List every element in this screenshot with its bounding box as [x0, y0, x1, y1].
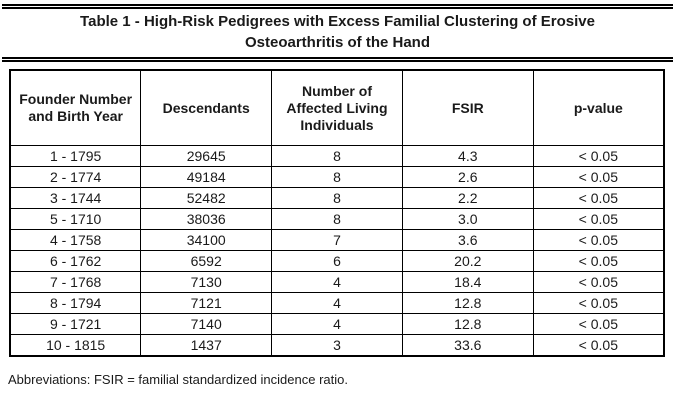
table-cell: 7 - 1768 [9, 271, 142, 293]
table-cell: 6 - 1762 [9, 250, 142, 272]
table-cell: 10 - 1815 [9, 334, 142, 357]
table-cell: 7121 [140, 292, 273, 314]
table-cell: 8 [271, 166, 403, 188]
table-row: 1 - 1795 29645 8 4.3 < 0.05 [9, 145, 665, 167]
table-cell: 3.6 [401, 229, 534, 251]
table-cell: 6 [271, 250, 403, 272]
table-cell: 4 [271, 271, 403, 293]
table-row: 10 - 1815 1437 3 33.6 < 0.05 [9, 334, 665, 357]
table-cell: < 0.05 [532, 145, 665, 167]
table-header: Founder Number and Birth Year Descendant… [9, 69, 665, 146]
table-cell: 29645 [140, 145, 273, 167]
table-cell: 38036 [140, 208, 273, 230]
table-cell: 9 - 1721 [9, 313, 142, 335]
header-descendants: Descendants [140, 69, 273, 146]
table-cell: 1437 [140, 334, 273, 357]
table-cell: < 0.05 [532, 187, 665, 209]
table-cell: 6592 [140, 250, 273, 272]
table-cell: 49184 [140, 166, 273, 188]
table-cell: < 0.05 [532, 313, 665, 335]
table-row: 3 - 1744 52482 8 2.2 < 0.05 [9, 187, 665, 209]
table-cell: 4 [271, 292, 403, 314]
table-cell: 7140 [140, 313, 273, 335]
table-title: Table 1 - High-Risk Pedigrees with Exces… [80, 13, 595, 51]
table-cell: < 0.05 [532, 250, 665, 272]
table-cell: 4 - 1758 [9, 229, 142, 251]
table-cell: < 0.05 [532, 334, 665, 357]
table-row: 2 - 1774 49184 8 2.6 < 0.05 [9, 166, 665, 188]
table-body: 1 - 1795 29645 8 4.3 < 0.05 2 - 1774 49184 8 2.6… [9, 145, 665, 357]
pedigree-table: Founder Number and Birth Year Descendant… [9, 69, 665, 357]
table-row: 9 - 1721 7140 4 12.8 < 0.05 [9, 313, 665, 335]
table-cell: 34100 [140, 229, 273, 251]
table-row: 7 - 1768 7130 4 18.4 < 0.05 [9, 271, 665, 293]
header-p-value: p-value [532, 69, 665, 146]
table-row: 5 - 1710 38036 8 3.0 < 0.05 [9, 208, 665, 230]
table-cell: < 0.05 [532, 271, 665, 293]
table-cell: 33.6 [401, 334, 534, 357]
table-cell: 3.0 [401, 208, 534, 230]
header-founder-number: Founder Number and Birth Year [9, 69, 142, 146]
table-cell: 5 - 1710 [9, 208, 142, 230]
header-affected-living: Number of Affected Living Individuals [271, 69, 403, 146]
table-cell: 2.2 [401, 187, 534, 209]
table-cell: < 0.05 [532, 208, 665, 230]
table-cell: 12.8 [401, 313, 534, 335]
table-row: 8 - 1794 7121 4 12.8 < 0.05 [9, 292, 665, 314]
table-row: 4 - 1758 34100 7 3.6 < 0.05 [9, 229, 665, 251]
table-cell: 8 - 1794 [9, 292, 142, 314]
table-cell: 2 - 1774 [9, 166, 142, 188]
table-cell: < 0.05 [532, 292, 665, 314]
table-cell: < 0.05 [532, 166, 665, 188]
table-cell: 2.6 [401, 166, 534, 188]
table-cell: 1 - 1795 [9, 145, 142, 167]
abbreviations-note: Abbreviations: FSIR = familial standardi… [8, 372, 348, 387]
header-row: Founder Number and Birth Year Descendant… [9, 69, 665, 146]
table-cell: 3 - 1744 [9, 187, 142, 209]
table-cell: 8 [271, 208, 403, 230]
header-fsir: FSIR [401, 69, 534, 146]
table-row: 6 - 1762 6592 6 20.2 < 0.05 [9, 250, 665, 272]
table-cell: 18.4 [401, 271, 534, 293]
table-cell: 8 [271, 187, 403, 209]
table-cell: 52482 [140, 187, 273, 209]
table-cell: 8 [271, 145, 403, 167]
table-cell: 20.2 [401, 250, 534, 272]
table-cell: 3 [271, 334, 403, 357]
table-cell: 7 [271, 229, 403, 251]
table-cell: 12.8 [401, 292, 534, 314]
table-title-block: Table 1 - High-Risk Pedigrees with Exces… [2, 4, 673, 62]
table-cell: < 0.05 [532, 229, 665, 251]
table-cell: 4 [271, 313, 403, 335]
table-cell: 7130 [140, 271, 273, 293]
table-cell: 4.3 [401, 145, 534, 167]
